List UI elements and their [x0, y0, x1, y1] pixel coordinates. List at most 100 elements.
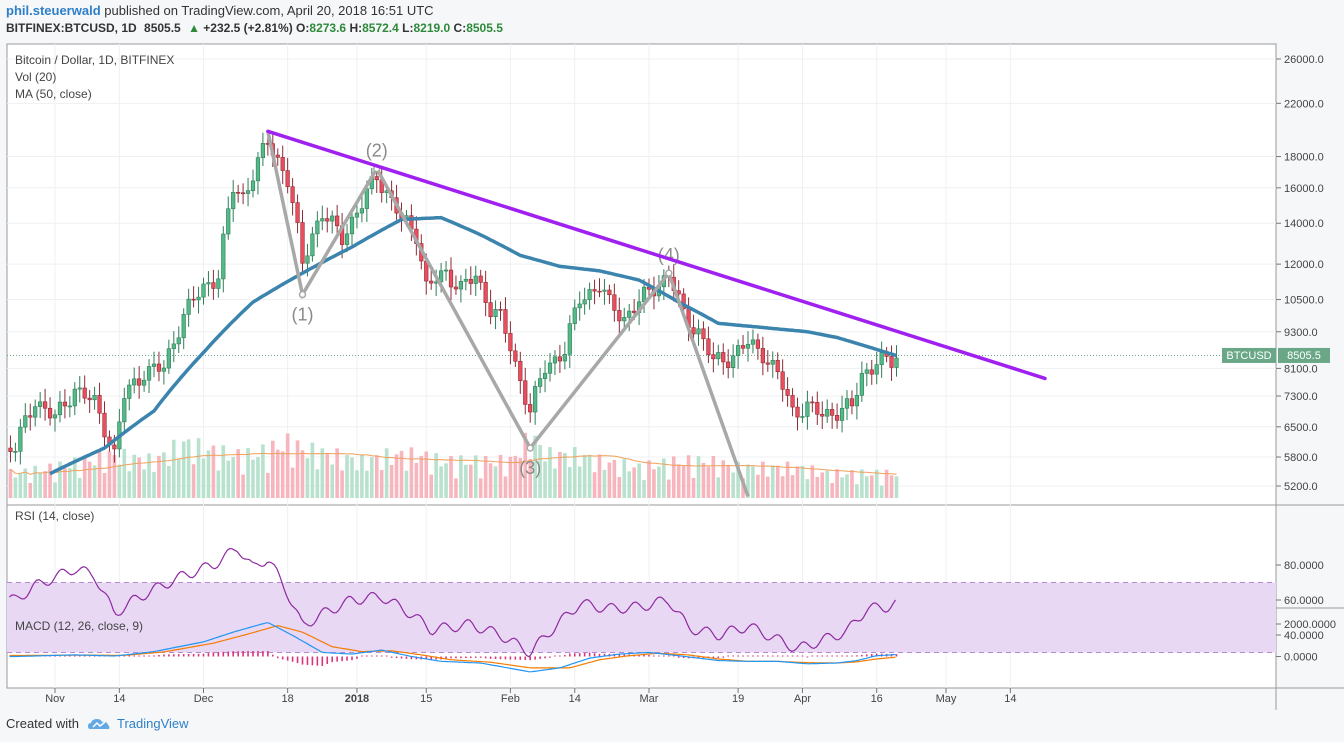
volume-bar [553, 468, 557, 498]
candle-body [805, 401, 810, 417]
time-tick-label: 14 [1004, 693, 1016, 705]
volume-bar [642, 479, 646, 498]
candle-body [102, 412, 107, 438]
time-tick-label: 15 [420, 693, 432, 705]
trading-chart[interactable]: (1)(2)(3)(4) 26000.022000.018000.016000.… [0, 40, 1344, 716]
volume-bar [63, 467, 67, 498]
candle-body [820, 413, 825, 417]
price-tick-label: 12000.0 [1284, 259, 1324, 271]
vol-legend: Vol (20) [15, 70, 56, 84]
candle-body [854, 395, 859, 407]
wave-label: (3) [519, 458, 541, 478]
volume-bar [607, 462, 612, 498]
volume-bar [751, 466, 755, 498]
candle-body [354, 212, 360, 218]
volume-bar [756, 474, 760, 498]
candle-body [587, 289, 592, 301]
volume-bar [152, 471, 156, 498]
trendline[interactable] [266, 129, 1047, 381]
volume-bar [285, 433, 290, 498]
trendline-path [266, 129, 1047, 381]
volume-bar [617, 476, 622, 498]
low-value: 8219.0 [413, 21, 451, 35]
candle-body [617, 310, 622, 322]
candle-body [740, 345, 746, 349]
volume-bar [246, 448, 250, 498]
candle-body [112, 444, 117, 450]
time-tick-label: Apr [794, 693, 811, 705]
volume-bar [721, 460, 726, 498]
candle-body [245, 190, 251, 194]
volume-bar [543, 461, 547, 498]
volume-bar [731, 472, 735, 498]
volume-ma-path [10, 452, 897, 475]
candle-body [706, 338, 711, 355]
wave-label: (1) [292, 305, 314, 325]
candle-body [255, 157, 261, 182]
volume-bars [8, 432, 899, 498]
tradingview-link[interactable]: TradingView [116, 716, 189, 731]
volume-bar [597, 454, 602, 498]
volume-bar [325, 453, 330, 498]
candle-body [641, 286, 647, 303]
volume-bar [691, 477, 696, 498]
candle-body [146, 366, 152, 381]
price-tick-label: 7300.0 [1284, 391, 1318, 403]
candle-body [191, 298, 196, 301]
volume-bar [261, 444, 265, 498]
candle-body [310, 233, 315, 257]
volume-bar [464, 464, 468, 498]
candle-body [508, 333, 513, 352]
time-tick-label: Nov [45, 693, 65, 705]
candle-body [577, 303, 582, 309]
candle-body [874, 364, 879, 375]
candle-body [731, 355, 736, 368]
volume-bar [528, 459, 532, 498]
candle-body [236, 191, 241, 194]
zigzag-point [526, 444, 534, 452]
price-tick-label: 5800.0 [1284, 452, 1318, 464]
volume-bar [266, 472, 270, 498]
volume-bar [370, 457, 374, 498]
candle-body [429, 280, 434, 284]
volume-bar [770, 465, 775, 498]
author-link[interactable]: phil.steuerwald [6, 3, 101, 18]
price-tag: BTCUSD 8505.5 [1222, 347, 1330, 363]
price-tick-label: 22000.0 [1284, 98, 1324, 110]
volume-ma-line [10, 452, 897, 475]
candle-body [844, 398, 850, 409]
volume-bar [310, 442, 315, 498]
candle-body [760, 348, 765, 364]
candle-body [453, 286, 459, 290]
volume-bar [652, 469, 656, 498]
volume-bar [622, 459, 627, 498]
candle-body [839, 407, 845, 421]
candle-body [795, 406, 800, 418]
close-value: 8505.5 [466, 21, 503, 35]
volume-bar [483, 455, 488, 498]
candle-body [825, 409, 830, 417]
volume-bar [300, 450, 305, 498]
last-price: 8505.5 [144, 21, 181, 35]
volume-bar [869, 475, 874, 498]
price-tick-label: 14000.0 [1284, 218, 1324, 230]
volume-bar [429, 474, 433, 498]
candle-body [72, 388, 77, 407]
volume-bar [726, 465, 730, 498]
candle-body [622, 317, 627, 322]
volume-bar [82, 456, 87, 498]
time-tick-label: 18 [282, 693, 294, 705]
candle-body [488, 302, 493, 318]
candle-body [87, 397, 92, 401]
created-with-text: Created with [6, 716, 79, 731]
volume-bar [399, 450, 404, 498]
candle-body [701, 328, 706, 340]
price-tag-value: 8505.5 [1287, 350, 1321, 362]
volume-bar [662, 458, 666, 498]
candle-body [330, 215, 335, 222]
volume-bar [172, 439, 176, 498]
volume-bar [434, 453, 438, 498]
volume-bar [741, 478, 745, 498]
publish-info: phil.steuerwald published on TradingView… [6, 3, 434, 18]
volume-bar [162, 452, 166, 498]
